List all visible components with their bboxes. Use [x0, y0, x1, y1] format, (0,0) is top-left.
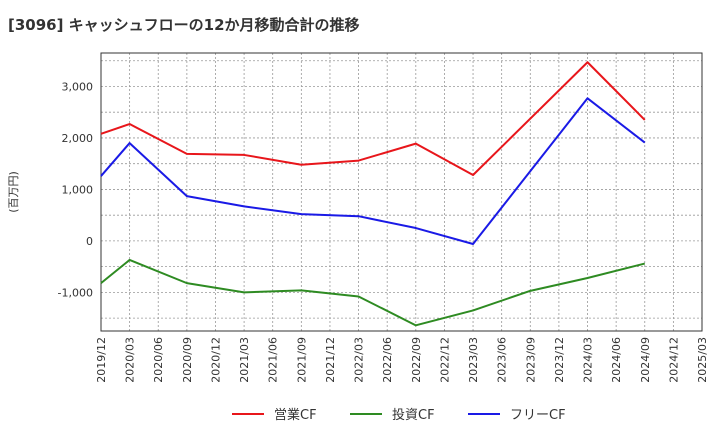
x-tick-label: 2023/03 [467, 337, 480, 383]
x-tick-label: 2024/09 [639, 337, 652, 383]
y-tick-label: 2,000 [62, 132, 94, 145]
series-3 [100, 97, 646, 245]
y-tick-label: 0 [86, 235, 93, 248]
x-axis-ticks: 2019/12 2020/03 2020/06 2020/09 2020/12 2021/… [95, 337, 709, 383]
y-axis-label: (百万円) [7, 171, 20, 213]
legend-label: 営業CF [274, 407, 317, 423]
x-tick-label: 2022/03 [353, 337, 366, 383]
x-tick-label: 2023/06 [496, 337, 509, 383]
x-tick-label: 2020/09 [181, 337, 194, 383]
x-tick-label: 2021/09 [295, 337, 308, 383]
y-tick-label: -1,000 [58, 286, 93, 299]
series-1 [100, 61, 646, 177]
x-tick-label: 2022/06 [381, 337, 394, 383]
x-tick-label: 2021/12 [324, 337, 337, 383]
x-tick-label: 2022/12 [438, 337, 451, 383]
chart-title: [3096] キャッシュフローの12か月移動合計の推移 [8, 16, 360, 34]
x-tick-label: 2024/03 [582, 337, 595, 383]
y-axis-ticks: -1,000 0 1,000 2,000 3,000 [58, 80, 93, 299]
legend-label: フリーCF [510, 408, 566, 423]
y-tick-label: 3,000 [62, 80, 94, 93]
x-tick-label: 2024/12 [667, 337, 680, 383]
x-tick-label: 2022/09 [410, 337, 423, 383]
y-tick-label: 1,000 [62, 183, 94, 196]
x-tick-label: 2020/06 [152, 337, 165, 383]
series-line [100, 97, 646, 245]
x-tick-label: 2019/12 [95, 337, 108, 383]
x-tick-label: 2021/03 [238, 337, 251, 383]
series-line [100, 61, 646, 177]
plot-background [101, 53, 702, 331]
x-tick-label: 2025/03 [696, 337, 709, 383]
x-tick-label: 2023/12 [553, 337, 566, 383]
x-tick-label: 2024/06 [610, 337, 623, 383]
x-tick-label: 2020/03 [124, 337, 137, 383]
series-layer [100, 61, 646, 327]
x-tick-label: 2023/09 [524, 337, 537, 383]
series-2 [100, 258, 646, 327]
x-tick-label: 2020/12 [209, 337, 222, 383]
x-tick-label: 2021/06 [267, 337, 280, 383]
plot-frame [100, 52, 703, 332]
legend-label: 投資CF [392, 407, 435, 423]
legend: 営業CF 投資CF フリーCF [232, 407, 566, 423]
